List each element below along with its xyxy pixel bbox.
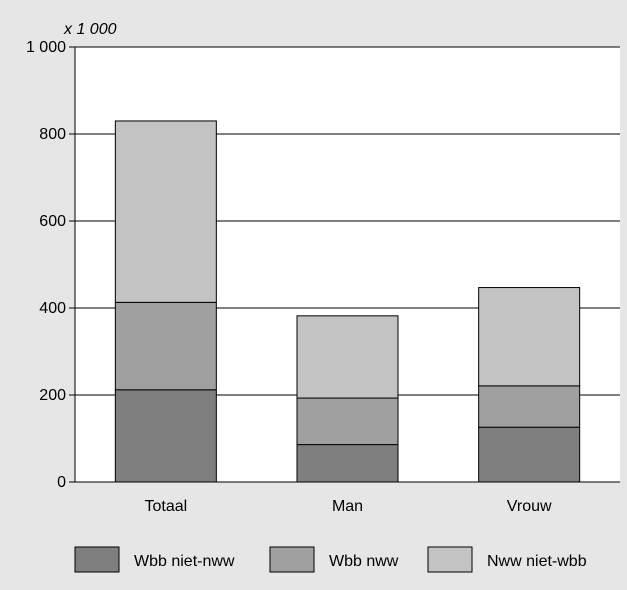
x-tick-label: Man — [332, 498, 363, 515]
y-tick-label: 0 — [57, 474, 66, 491]
bars — [114, 120, 581, 483]
x-axis-labels: Totaal Man Vrouw — [144, 498, 552, 515]
legend-swatch — [269, 546, 315, 573]
bar-segment — [478, 287, 581, 387]
bar-segment — [478, 385, 581, 428]
unit-label: x 1 000 — [63, 21, 117, 38]
legend-label: Nww niet-wbb — [487, 553, 587, 570]
bar-segment — [478, 426, 581, 483]
legend-swatch — [427, 546, 473, 573]
bar-segment — [296, 397, 399, 446]
y-tick-label: 400 — [39, 300, 66, 317]
legend-label: Wbb nww — [329, 553, 399, 570]
x-tick-label: Totaal — [144, 498, 187, 515]
legend-label: Wbb niet-nww — [134, 553, 235, 570]
y-tick-label: 800 — [39, 126, 66, 143]
y-tick-label: 600 — [39, 213, 66, 230]
y-tick-label: 1 000 — [26, 39, 66, 56]
bar-segment — [114, 389, 217, 483]
legend: Wbb niet-nww Wbb nww Nww niet-wbb — [74, 546, 587, 573]
bar-segment — [296, 444, 399, 483]
bar-segment — [114, 120, 217, 303]
legend-swatch — [74, 546, 120, 573]
x-tick-label: Vrouw — [507, 498, 552, 515]
bar-segment — [114, 301, 217, 391]
bar-segment — [296, 315, 399, 399]
y-axis-ticks: 0 200 400 600 800 1 000 — [26, 39, 75, 491]
y-tick-label: 200 — [39, 387, 66, 404]
